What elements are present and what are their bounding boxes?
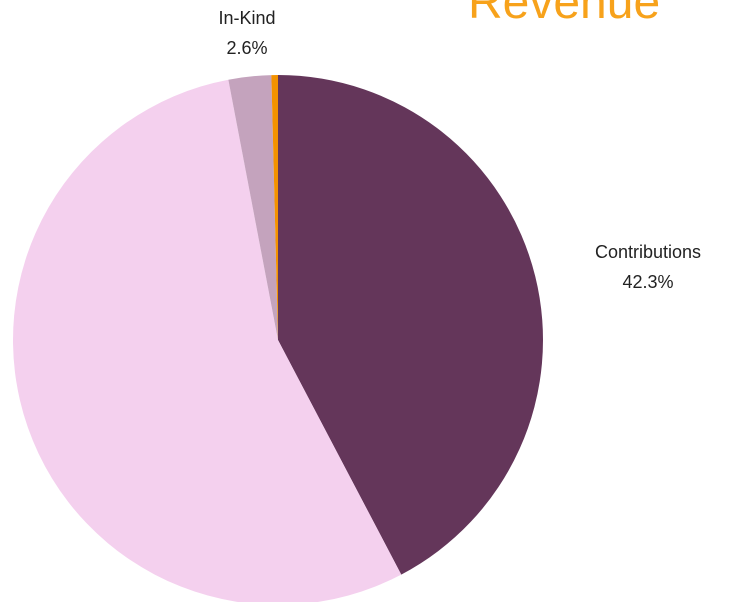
slice-value-label: 42.3% bbox=[622, 272, 673, 292]
chart-title: Revenue bbox=[468, 0, 660, 29]
pie-slice bbox=[13, 79, 402, 602]
slice-label: In-Kind bbox=[218, 8, 275, 28]
pie-slice bbox=[271, 75, 278, 340]
pie-slice bbox=[278, 75, 544, 575]
slice-label: Contributions bbox=[595, 242, 701, 262]
slice-value-label: 2.6% bbox=[226, 38, 267, 58]
pie-slice bbox=[228, 75, 278, 341]
